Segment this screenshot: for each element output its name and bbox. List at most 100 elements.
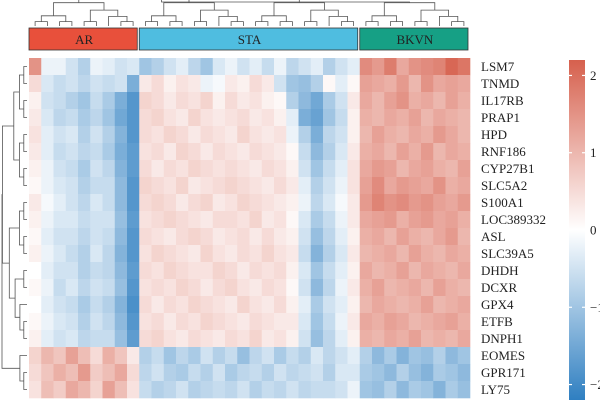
heatmap-cell xyxy=(78,262,91,280)
heatmap-cell xyxy=(200,92,214,110)
heatmap-cell xyxy=(347,194,361,212)
heatmap-cell xyxy=(274,245,287,263)
heatmap-cell xyxy=(261,279,275,297)
heatmap-cell xyxy=(274,347,287,365)
row-dendrogram-link xyxy=(23,270,27,288)
heatmap-cell xyxy=(139,194,152,212)
heatmap-cell xyxy=(408,245,422,263)
heatmap-cell xyxy=(298,279,312,297)
heatmap-cell xyxy=(212,177,226,195)
heatmap-cell xyxy=(102,194,116,212)
heatmap-cell xyxy=(298,330,312,348)
heatmap-cell xyxy=(163,381,177,399)
heatmap-cell xyxy=(114,143,128,161)
heatmap-cell xyxy=(151,194,165,212)
heatmap-cell xyxy=(359,177,373,195)
group-annotation-bar: AR STA BKVN xyxy=(28,27,469,51)
heatmap-cell xyxy=(225,228,238,246)
heatmap-cell xyxy=(29,296,42,314)
heatmap-cell xyxy=(421,245,434,263)
heatmap-cell xyxy=(225,245,238,263)
heatmap-cell xyxy=(298,211,312,229)
heatmap-cell xyxy=(310,228,324,246)
heatmap-cell xyxy=(127,313,140,331)
heatmap-cell xyxy=(127,330,140,348)
heatmap-cell xyxy=(188,143,201,161)
heatmap-cell xyxy=(151,330,165,348)
heatmap-cell xyxy=(335,296,348,314)
heatmap-cell xyxy=(261,262,275,280)
heatmap-cell xyxy=(433,330,446,348)
heatmap-cell xyxy=(408,381,422,399)
heatmap-cell xyxy=(188,109,201,127)
heatmap-cell xyxy=(310,347,324,365)
heatmap-cell xyxy=(139,160,152,178)
heatmap-cell xyxy=(286,364,299,382)
heatmap-cell xyxy=(445,228,459,246)
heatmap-cell xyxy=(139,58,152,76)
heatmap-cell xyxy=(188,228,201,246)
heatmap-cell xyxy=(127,211,140,229)
heatmap-cell xyxy=(359,245,373,263)
heatmap-cell xyxy=(114,279,128,297)
heatmap-cell xyxy=(347,58,361,76)
heatmap-cell xyxy=(286,347,299,365)
heatmap-cell xyxy=(372,245,385,263)
heatmap-cell xyxy=(151,211,165,229)
column-dendrogram-link xyxy=(163,2,215,16)
heatmap-cell xyxy=(359,143,373,161)
heatmap-cell xyxy=(114,296,128,314)
heatmap-cell xyxy=(29,75,42,93)
heatmap-cell xyxy=(163,364,177,382)
heatmap-cell xyxy=(127,75,140,93)
row-label: LSM7 xyxy=(481,59,515,74)
heatmap-cell xyxy=(29,177,42,195)
heatmap-cell xyxy=(188,211,201,229)
heatmap-cell xyxy=(41,296,54,314)
heatmap-cell xyxy=(286,262,299,280)
heatmap-cell xyxy=(41,262,54,280)
heatmap-cell xyxy=(445,347,459,365)
heatmap-cell xyxy=(212,347,226,365)
heatmap-cell xyxy=(274,92,287,110)
heatmap-cell xyxy=(445,126,459,144)
column-dendrogram-link xyxy=(371,15,397,22)
heatmap-cell xyxy=(65,109,79,127)
heatmap-cell xyxy=(176,364,189,382)
heatmap-cell xyxy=(408,211,422,229)
heatmap-cell xyxy=(176,194,189,212)
heatmap-cell xyxy=(445,245,459,263)
heatmap-cell xyxy=(359,330,373,348)
heatmap-cell xyxy=(163,75,177,93)
heatmap-cell xyxy=(29,211,42,229)
heatmap-cell xyxy=(114,58,128,76)
heatmap-cell xyxy=(372,347,385,365)
heatmap-cell xyxy=(408,109,422,127)
heatmap-cell xyxy=(41,228,54,246)
heatmap-cell xyxy=(445,92,459,110)
heatmap-cell xyxy=(188,296,201,314)
heatmap-cell xyxy=(298,313,312,331)
heatmap-cell xyxy=(176,109,189,127)
heatmap-cell xyxy=(249,245,263,263)
heatmap-cell xyxy=(65,296,79,314)
column-dendrogram-link xyxy=(310,9,339,22)
heatmap-cell xyxy=(286,160,299,178)
heatmap-cell xyxy=(347,364,361,382)
heatmap-cell xyxy=(65,347,79,365)
heatmap-cell xyxy=(310,211,324,229)
heatmap-cell xyxy=(29,126,42,144)
heatmap-cell xyxy=(139,228,152,246)
heatmap-cell xyxy=(114,364,128,382)
heatmap-cell xyxy=(200,364,214,382)
heatmap-cell xyxy=(78,313,91,331)
heatmap-cell xyxy=(102,330,116,348)
heatmap-cell xyxy=(372,143,385,161)
heatmap-cell xyxy=(200,330,214,348)
row-dendrogram-link xyxy=(23,134,27,152)
heatmap-cell xyxy=(65,245,79,263)
heatmap-cell xyxy=(433,313,446,331)
heatmap-cell xyxy=(433,228,446,246)
heatmap-cell xyxy=(433,75,446,93)
heatmap-cell xyxy=(359,347,373,365)
